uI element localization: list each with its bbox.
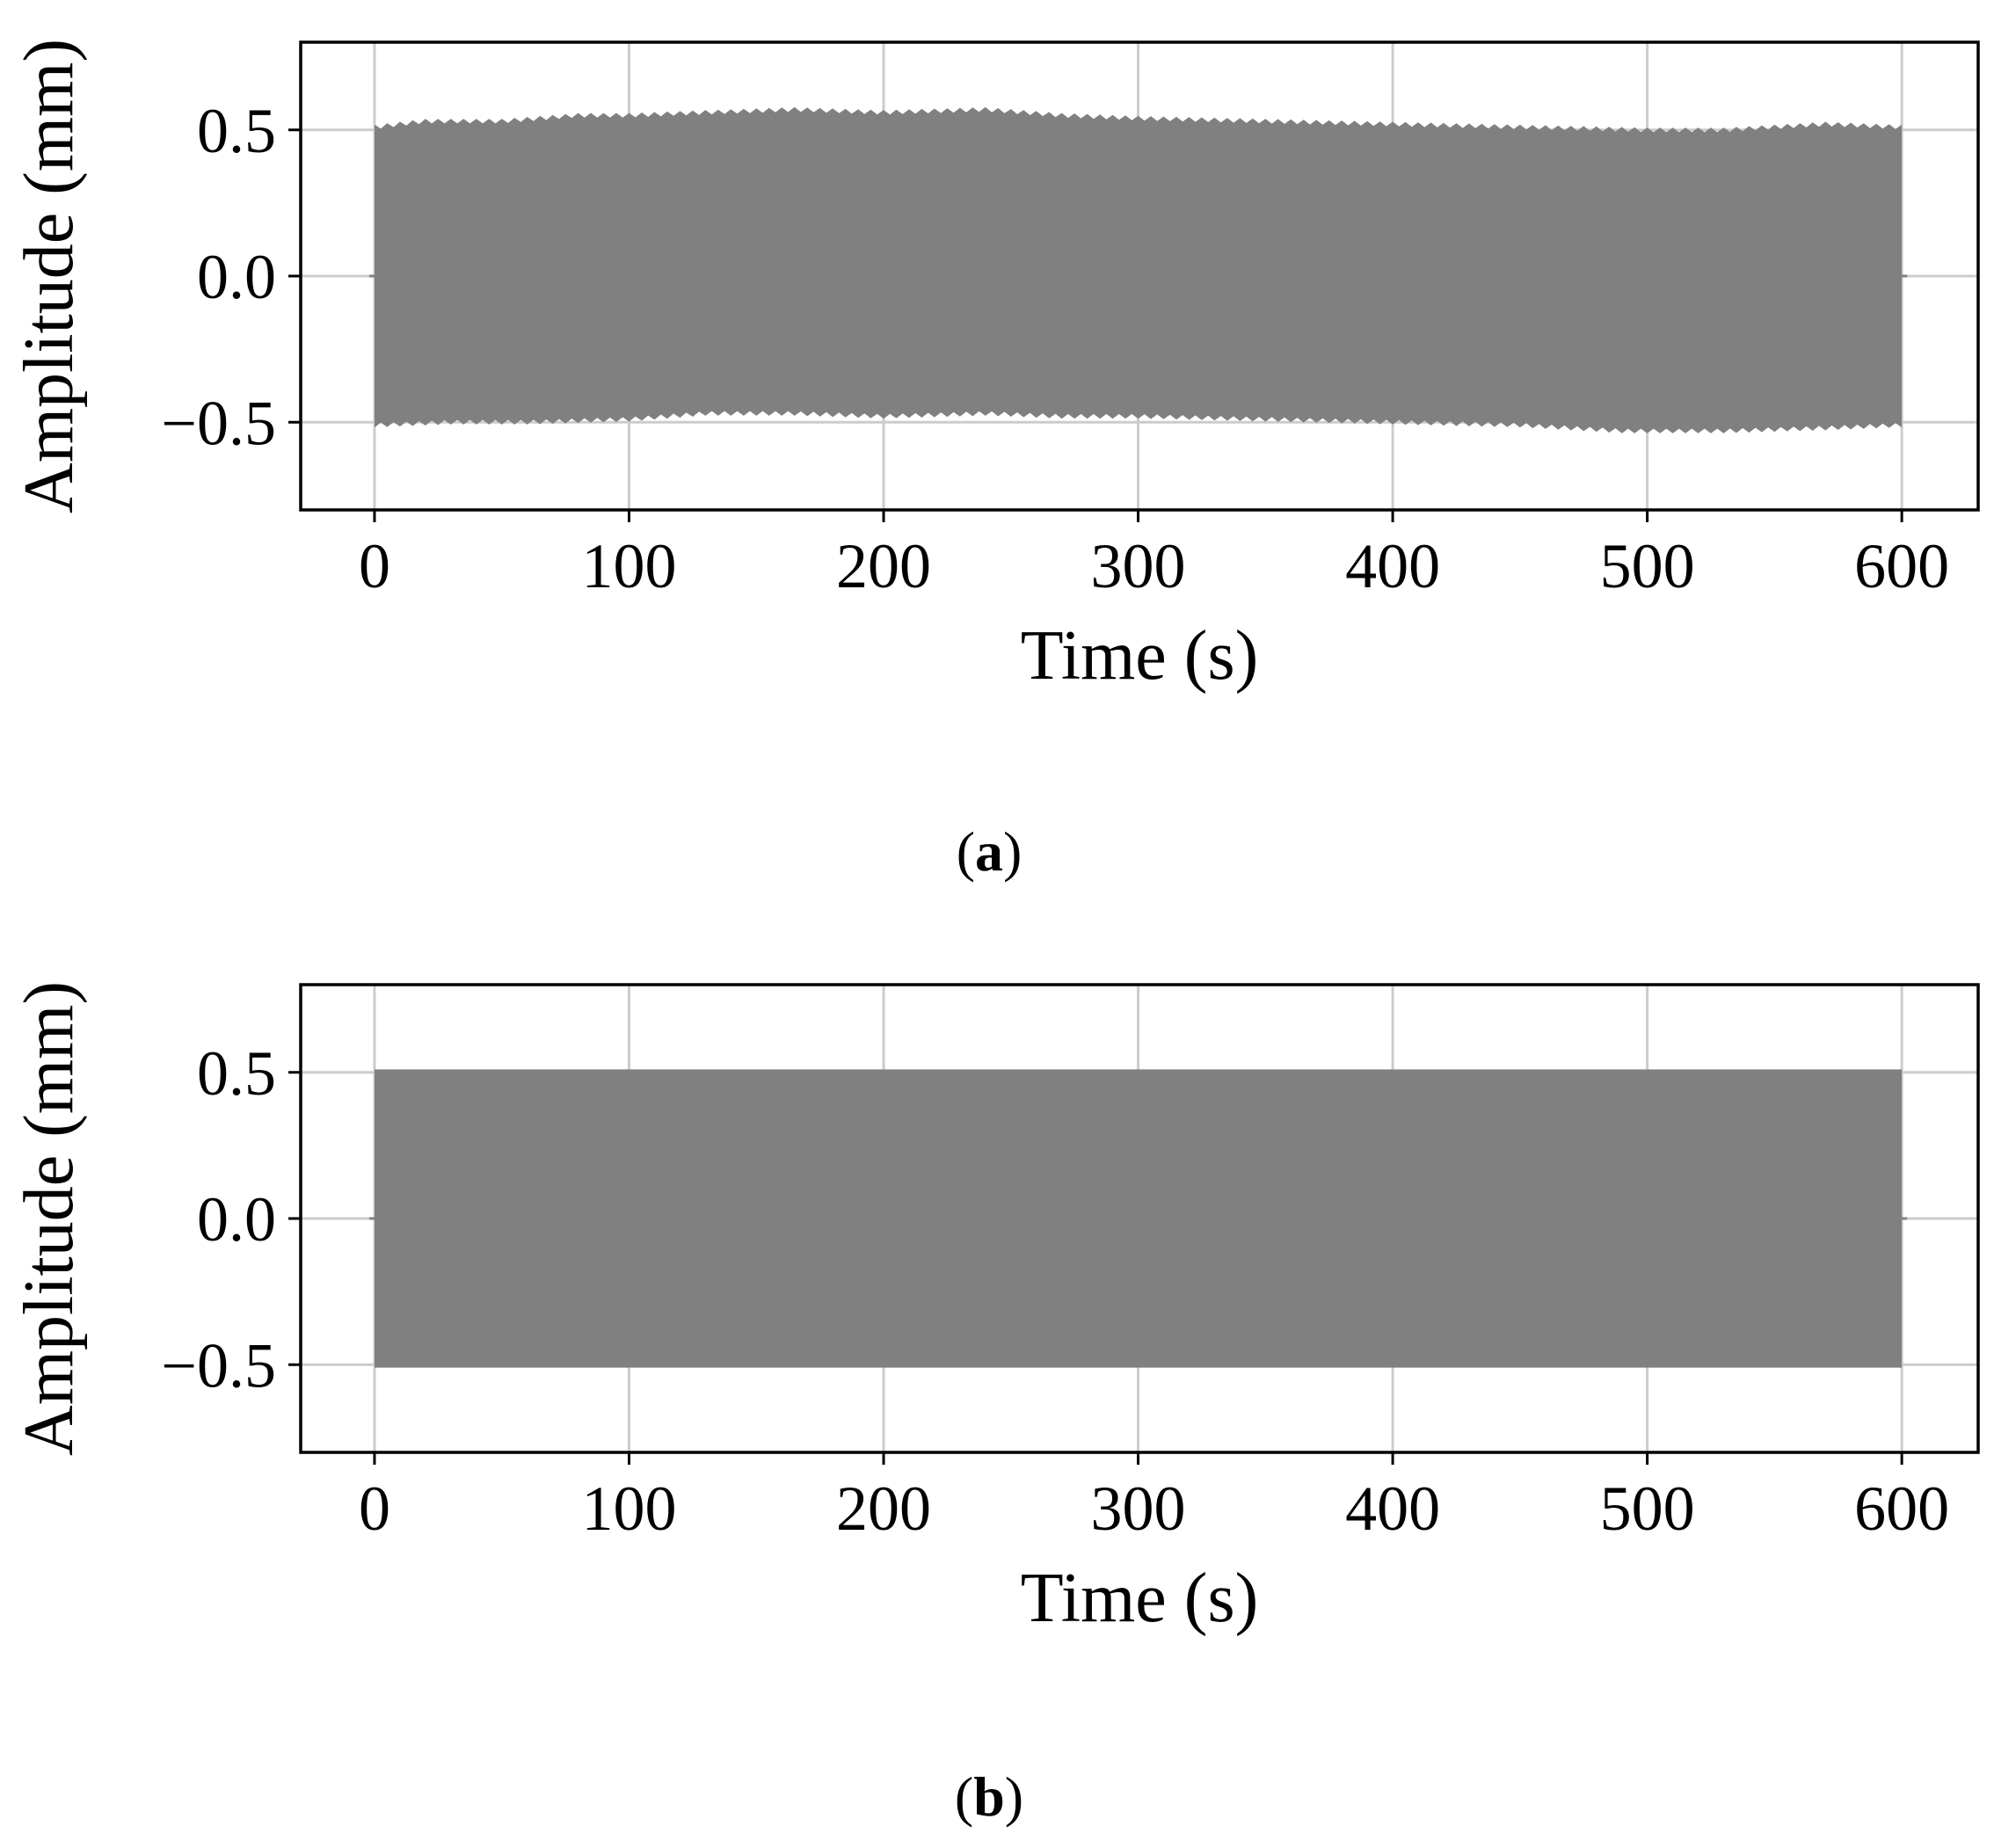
x-tick-label: 200 <box>836 531 931 601</box>
signal-band <box>375 1069 1903 1368</box>
y-tick-label: 0.5 <box>197 1038 276 1109</box>
x-tick-label: 100 <box>581 531 676 601</box>
panel-caption: (a) <box>957 820 1022 883</box>
x-tick-label: 500 <box>1600 531 1695 601</box>
x-tick-label: 0 <box>359 1473 390 1544</box>
x-axis-label: Time (s) <box>1021 1560 1258 1637</box>
x-tick-label: 300 <box>1091 531 1186 601</box>
signal-band <box>375 106 1903 433</box>
x-tick-label: 400 <box>1345 1473 1440 1544</box>
y-tick-label: −0.5 <box>161 388 276 458</box>
x-axis-label: Time (s) <box>1021 617 1258 695</box>
x-tick-label: 100 <box>581 1473 676 1544</box>
x-tick-label: 400 <box>1345 531 1440 601</box>
x-tick-label: 0 <box>359 531 390 601</box>
y-tick-label: 0.5 <box>197 96 276 166</box>
x-tick-label: 600 <box>1854 531 1949 601</box>
y-tick-label: 0.0 <box>197 242 276 312</box>
x-tick-label: 200 <box>836 1473 931 1544</box>
y-axis-label: Amplitude (mm) <box>11 39 88 513</box>
x-tick-label: 500 <box>1600 1473 1695 1544</box>
panel-caption: (b) <box>955 1765 1023 1828</box>
x-tick-label: 600 <box>1854 1473 1949 1544</box>
y-axis-label: Amplitude (mm) <box>11 981 88 1456</box>
y-tick-label: −0.5 <box>161 1330 276 1401</box>
x-tick-label: 300 <box>1091 1473 1186 1544</box>
chart-panel-b: 0 100 200 300 400 500 600 −0.5 0.0 0.5 Time (s) Amp… <box>11 981 1980 1828</box>
y-tick-label: 0.0 <box>197 1184 276 1255</box>
chart-panel-a: 0 100 200 300 400 500 600 −0.5 0.0 0.5 Time (s) Amp… <box>11 39 1980 883</box>
